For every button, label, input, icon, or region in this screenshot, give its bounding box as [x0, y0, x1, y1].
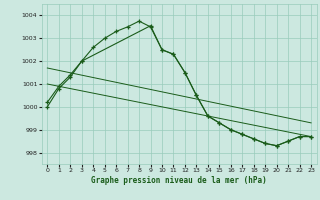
- X-axis label: Graphe pression niveau de la mer (hPa): Graphe pression niveau de la mer (hPa): [91, 176, 267, 185]
